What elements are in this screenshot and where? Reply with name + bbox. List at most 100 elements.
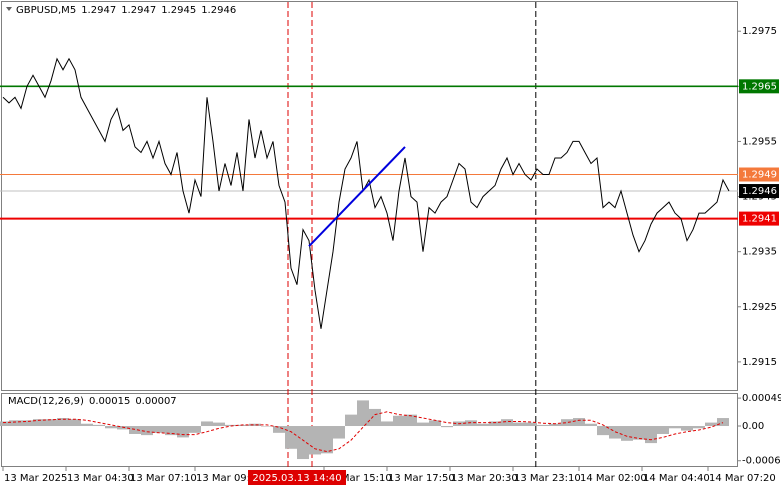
histogram-bar	[261, 426, 273, 427]
histogram-bar	[177, 426, 189, 438]
histogram-bar	[249, 423, 261, 427]
header-text: GBPUSD,M5	[16, 5, 76, 16]
histogram-bar	[9, 420, 21, 427]
level-box	[739, 211, 779, 226]
x-tick-label: 13 Mar 15:10	[325, 473, 392, 484]
macd-panel-border	[1, 393, 738, 467]
histogram-bar	[501, 419, 513, 427]
y-tick-label: 0.00049	[742, 393, 781, 404]
histogram-bar	[513, 422, 525, 427]
histogram-bar	[609, 426, 621, 439]
y-tick-label: 1.2915	[742, 357, 777, 368]
cursor-label: 2025.03.13 14:40	[252, 473, 341, 484]
histogram-bar	[213, 422, 225, 427]
level-label: 1.2946	[742, 186, 777, 197]
x-tick-label: 14 Mar 02:00	[580, 473, 647, 484]
histogram-bar	[165, 426, 177, 436]
histogram-bar	[333, 426, 345, 439]
histogram-bar	[705, 422, 717, 427]
histogram-bar	[141, 426, 153, 436]
histogram-bar	[0, 421, 9, 427]
histogram-bar	[597, 426, 609, 436]
histogram-bar	[585, 423, 597, 427]
y-tick-label: 0.00	[742, 421, 764, 432]
histogram-bar	[717, 418, 729, 427]
histogram-bar	[561, 419, 573, 427]
histogram-bar	[129, 426, 141, 434]
histogram-bar	[477, 423, 489, 427]
histogram-bar	[525, 422, 537, 427]
x-tick-label: 13 Mar 04:30	[67, 473, 134, 484]
histogram-bar	[621, 426, 633, 441]
histogram-bar	[33, 419, 45, 427]
histogram-bar	[201, 421, 213, 427]
level-label: 1.2949	[742, 170, 777, 181]
header-text: 1.2947	[121, 5, 156, 16]
histogram-bar	[633, 426, 645, 440]
x-tick-label: 14 Mar 07:20	[709, 473, 776, 484]
price-line	[2, 57, 730, 329]
histogram-bar	[573, 418, 585, 427]
histogram-bar	[69, 419, 81, 427]
y-tick-label: 1.2975	[742, 26, 777, 37]
histogram-bar	[369, 408, 381, 427]
histogram-bar	[297, 426, 309, 460]
histogram-bar	[117, 426, 129, 430]
histogram-bar	[657, 426, 669, 434]
header-text: 0.00015	[89, 396, 130, 407]
histogram-bar	[285, 426, 297, 449]
histogram-bar	[81, 423, 93, 427]
header-text: MACD(12,26,9)	[8, 396, 84, 407]
histogram-bar	[669, 426, 681, 429]
histogram-bar	[309, 426, 321, 455]
level-box	[739, 167, 779, 182]
histogram-bar	[537, 424, 549, 427]
x-tick-label: 13 Mar 07:10	[130, 473, 197, 484]
histogram-bar	[393, 415, 405, 427]
x-tick-label: 13 Mar 20:30	[451, 473, 518, 484]
histogram-bar	[57, 418, 69, 427]
histogram-bar	[21, 420, 33, 427]
histogram-bar	[441, 426, 453, 428]
x-tick-label: 13 Mar 09:50	[196, 473, 263, 484]
header-text: 1.2947	[81, 5, 116, 16]
y-tick-label: 1.2925	[742, 302, 777, 313]
histogram-bar	[105, 426, 117, 429]
histogram-bar	[153, 426, 165, 433]
histogram-bar	[225, 424, 237, 427]
y-tick-label: -0.00061	[742, 456, 781, 467]
header-text: 1.2945	[161, 5, 196, 16]
histogram-bar	[381, 421, 393, 427]
x-tick-label: 14 Mar 04:40	[643, 473, 710, 484]
histogram-bar	[237, 424, 249, 427]
histogram-bar	[321, 426, 333, 454]
histogram-bar	[357, 400, 369, 427]
histogram-bar	[549, 423, 561, 427]
histogram-bar	[489, 421, 501, 427]
level-box	[739, 79, 779, 94]
x-tick-label: 13 Mar 2025	[4, 473, 67, 484]
histogram-bar	[681, 426, 693, 431]
header-text: 0.00007	[135, 396, 176, 407]
y-tick-label: 1.2935	[742, 247, 777, 258]
histogram-bar	[465, 420, 477, 427]
x-tick-label: 13 Mar 23:10	[514, 473, 581, 484]
histogram-bar	[645, 426, 657, 444]
histogram-bar	[93, 424, 105, 427]
histogram-bar	[429, 420, 441, 427]
histogram-bar	[189, 426, 201, 433]
level-box	[739, 184, 779, 199]
collapse-icon	[6, 7, 12, 11]
histogram-bar	[693, 426, 705, 429]
histogram-bar	[273, 426, 285, 433]
trend-line	[308, 146, 406, 247]
main-panel-border	[1, 1, 738, 391]
y-tick-label: 1.2955	[742, 136, 777, 147]
signal-line	[2, 411, 724, 453]
histogram-bar	[405, 414, 417, 427]
x-tick-label: 13 Mar 17:50	[388, 473, 455, 484]
histogram-bar	[417, 422, 429, 427]
header-text: 1.2946	[201, 5, 236, 16]
